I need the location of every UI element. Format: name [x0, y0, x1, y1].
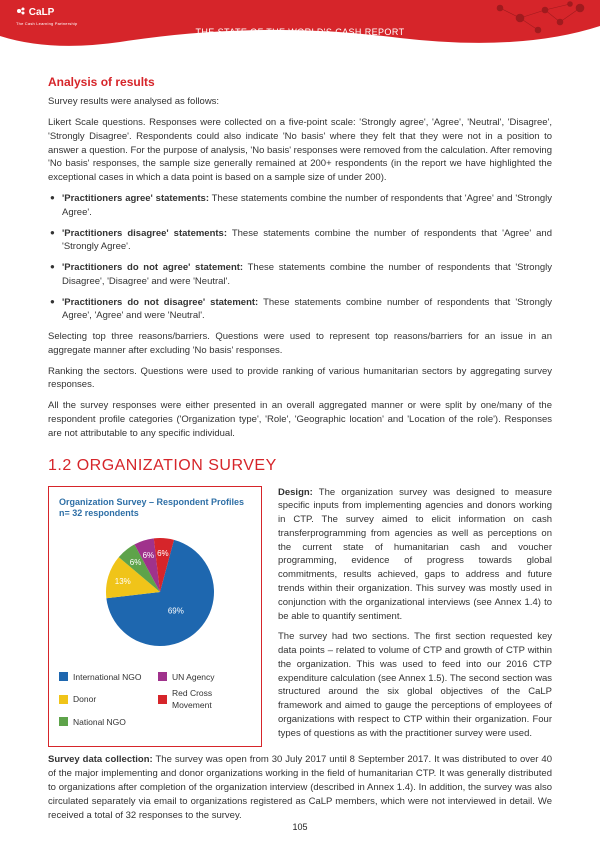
chart-title: Organization Survey – Respondent Profile… [59, 497, 251, 520]
analysis-p-after3: All the survey responses were either pre… [48, 399, 552, 440]
bullet-item: 'Practitioners disagree' statements: The… [48, 227, 552, 255]
pie-slice-label: 6% [130, 558, 142, 567]
bullet-bold: 'Practitioners do not agree' statement: [62, 262, 243, 273]
pie-chart: 69%13%6%6%6% [80, 526, 230, 656]
logo-text: CaLP [29, 7, 55, 18]
legend-swatch [59, 672, 68, 681]
banner-title: THE STATE OF THE WORLD'S CASH REPORT [0, 26, 600, 39]
page-content: Analysis of results Survey results were … [0, 54, 600, 822]
analysis-p-after1: Selecting top three reasons/barriers. Qu… [48, 330, 552, 358]
legend-swatch [158, 695, 167, 704]
legend-item: National NGO [59, 716, 152, 728]
header-banner: CaLP The Cash Learning Partnership THE S… [0, 0, 600, 54]
bullet-bold: 'Practitioners agree' statements: [62, 193, 209, 204]
logo-icon [16, 6, 26, 16]
org-survey-chart-box: Organization Survey – Respondent Profile… [48, 486, 262, 748]
pie-chart-wrap: 69%13%6%6%6% [59, 526, 251, 661]
bullet-item: 'Practitioners agree' statements: These … [48, 192, 552, 220]
bullet-item: 'Practitioners do not agree' statement: … [48, 261, 552, 289]
pie-slice-label: 69% [168, 606, 184, 615]
legend-item: Donor [59, 687, 152, 712]
pie-slice-label: 13% [115, 577, 131, 586]
design-label: Design: [278, 487, 313, 498]
section-1-2-p2: The survey had two sections. The first s… [278, 630, 552, 740]
collection-label: Survey data collection: [48, 754, 153, 765]
analysis-bullets: 'Practitioners agree' statements: These … [48, 192, 552, 323]
bullet-bold: 'Practitioners disagree' statements: [62, 228, 227, 239]
page-number: 105 [0, 821, 600, 834]
legend-swatch [59, 695, 68, 704]
pie-slice-label: 6% [143, 551, 155, 560]
section-1-2-right-column: Design: The organization survey was desi… [278, 486, 552, 748]
bullet-item: 'Practitioners do not disagree' statemen… [48, 296, 552, 324]
bullet-bold: 'Practitioners do not disagree' statemen… [62, 297, 258, 308]
pie-slice-label: 6% [157, 549, 169, 558]
analysis-p-after2: Ranking the sectors. Questions were used… [48, 365, 552, 393]
two-column-layout: Organization Survey – Respondent Profile… [48, 486, 552, 748]
legend-item: UN Agency [158, 671, 251, 683]
legend-label: UN Agency [172, 671, 215, 683]
survey-data-collection: Survey data collection: The survey was o… [48, 753, 552, 822]
analysis-intro: Survey results were analysed as follows: [48, 95, 552, 109]
legend-label: Donor [73, 693, 96, 705]
analysis-heading: Analysis of results [48, 74, 552, 91]
design-text: The organization survey was designed to … [278, 487, 552, 622]
legend-item: Red Cross Movement [158, 687, 251, 712]
chart-legend: International NGO UN Agency Donor Red Cross… [59, 671, 251, 728]
legend-label: National NGO [73, 716, 126, 728]
legend-item: International NGO [59, 671, 152, 683]
section-1-2-heading: 1.2 ORGANIZATION SURVEY [48, 454, 552, 477]
analysis-likert: Likert Scale questions. Responses were c… [48, 116, 552, 185]
legend-label: International NGO [73, 671, 142, 683]
design-paragraph: Design: The organization survey was desi… [278, 486, 552, 624]
calp-logo: CaLP The Cash Learning Partnership [16, 6, 77, 26]
legend-swatch [158, 672, 167, 681]
legend-label: Red Cross Movement [172, 687, 251, 712]
legend-swatch [59, 717, 68, 726]
